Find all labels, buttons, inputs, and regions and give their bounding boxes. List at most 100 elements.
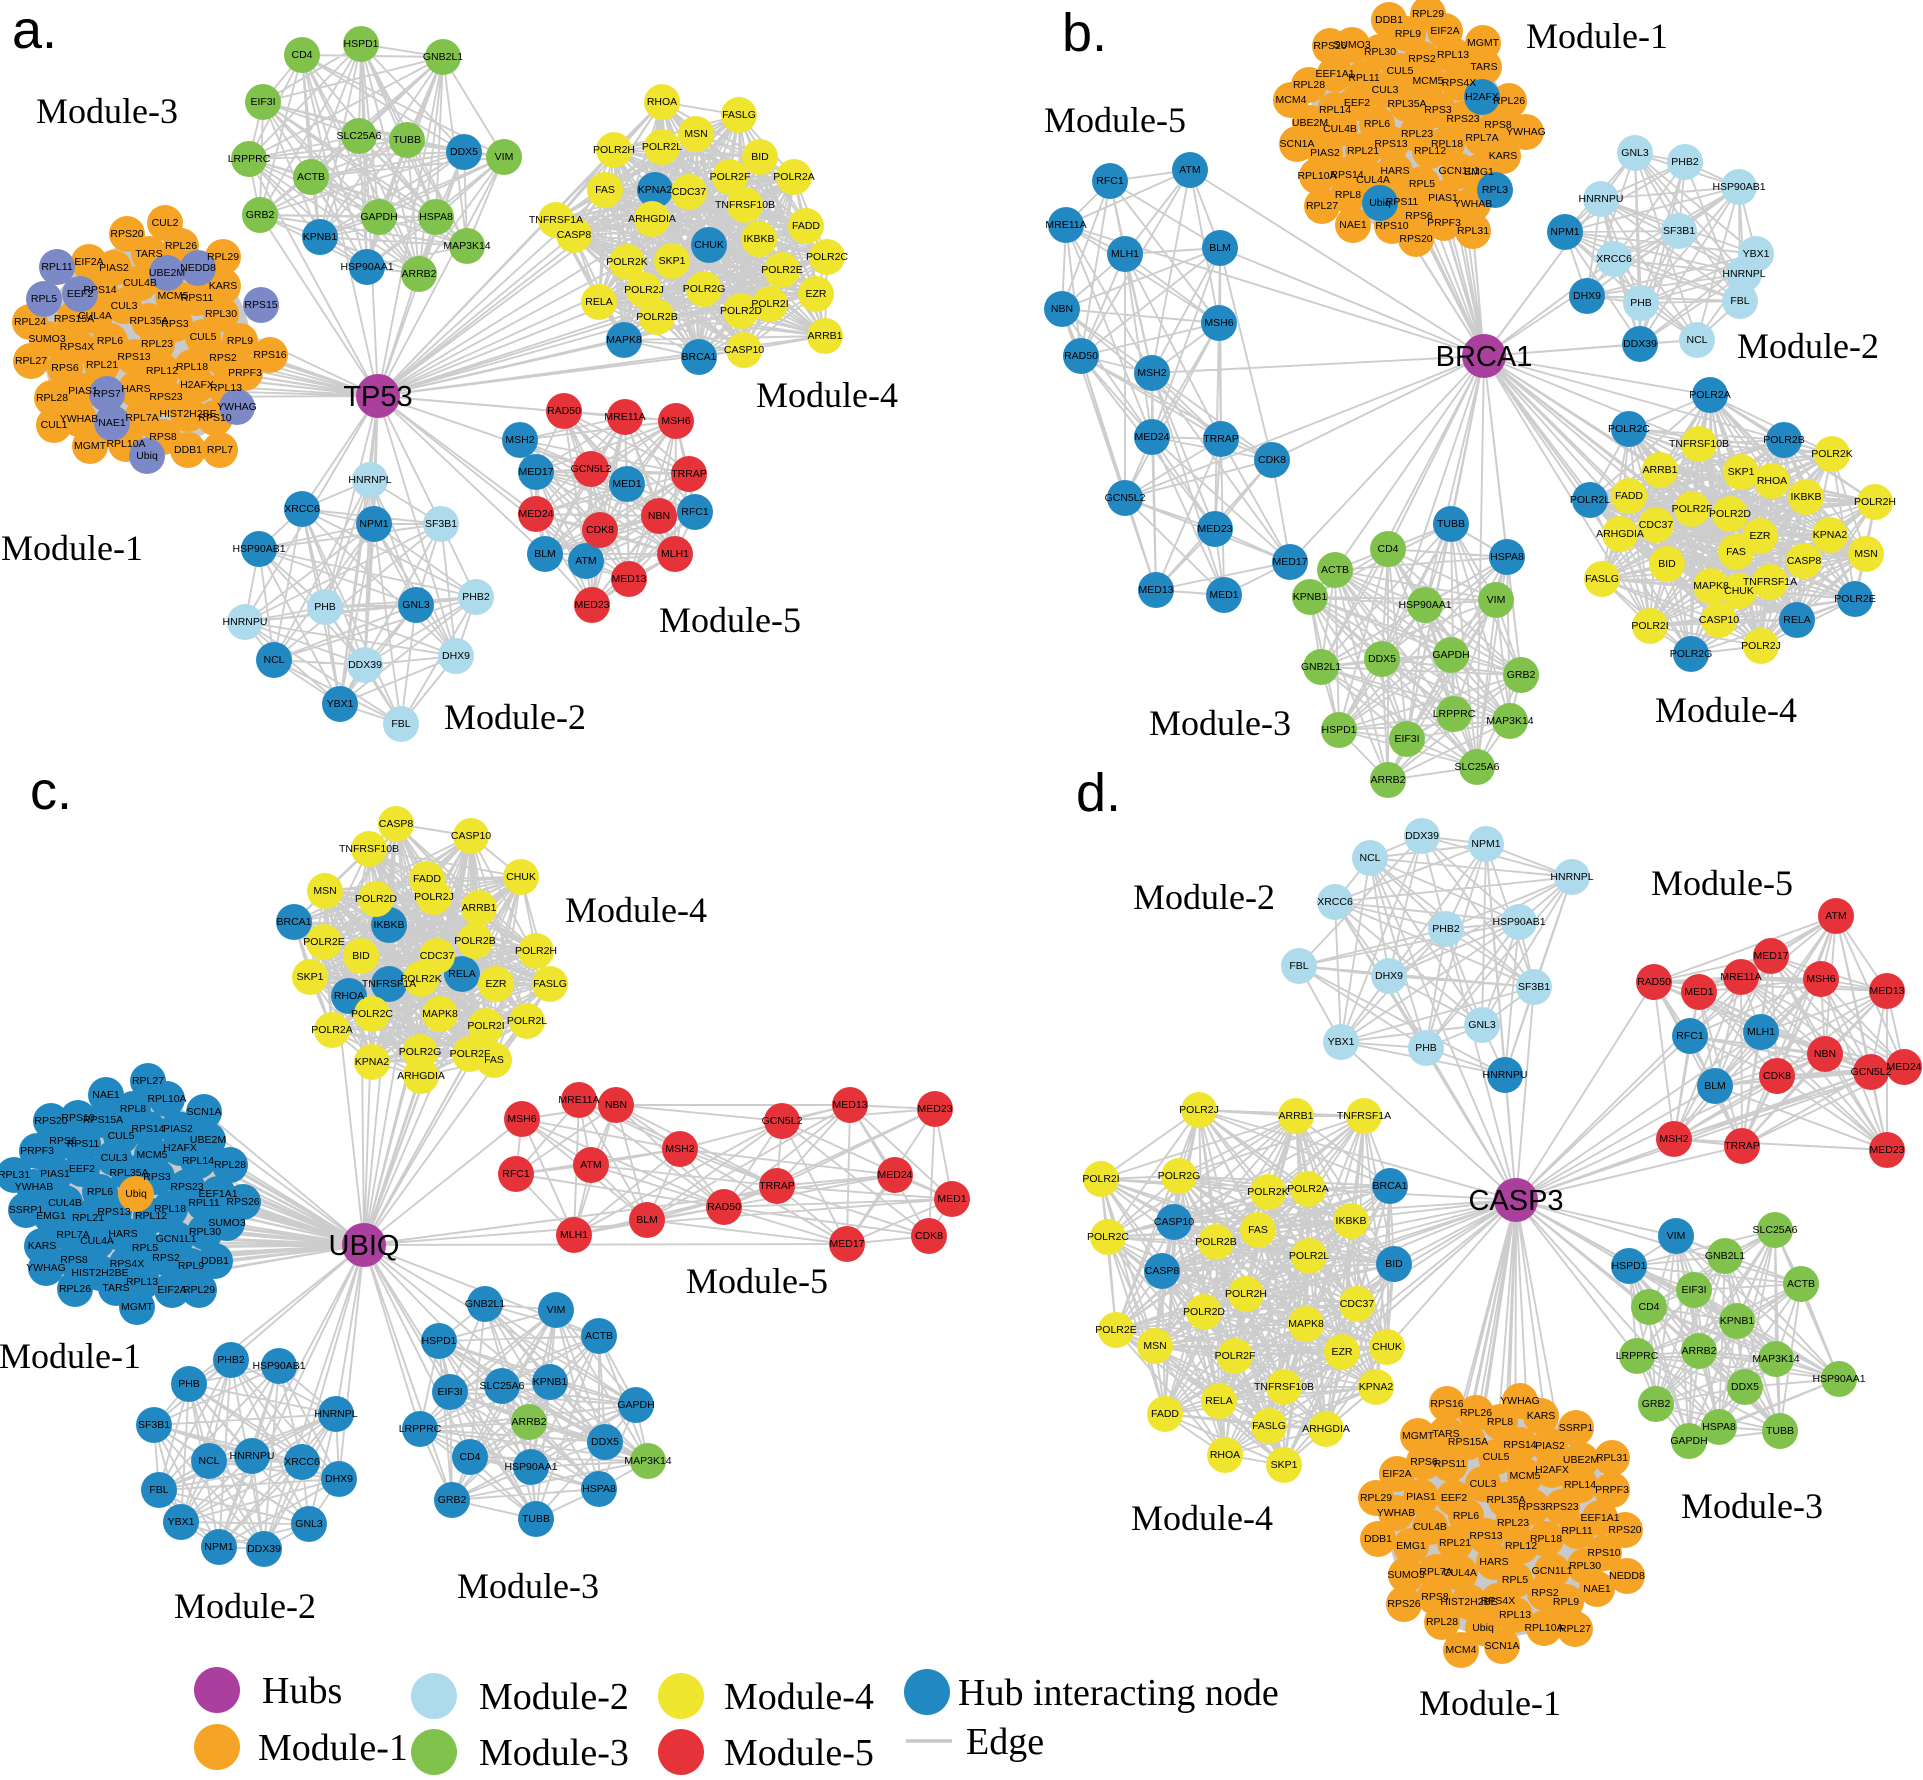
svg-text:RPS10: RPS10 (1587, 1547, 1620, 1559)
svg-text:SLC25A6: SLC25A6 (1455, 761, 1500, 773)
svg-text:NCL: NCL (263, 654, 284, 666)
svg-text:CUL4B: CUL4B (1413, 1521, 1447, 1533)
svg-text:CASP10: CASP10 (724, 344, 764, 356)
svg-text:RPL35A: RPL35A (129, 315, 168, 327)
svg-text:YWHAB: YWHAB (15, 1181, 54, 1193)
svg-text:GRB2: GRB2 (246, 209, 275, 221)
svg-text:CASP3: CASP3 (1468, 1185, 1563, 1217)
svg-text:CUL4A: CUL4A (1443, 1567, 1477, 1579)
svg-text:MED17: MED17 (829, 1238, 864, 1250)
svg-text:HSP90AA1: HSP90AA1 (1398, 599, 1451, 611)
svg-text:RPS4X: RPS4X (1442, 77, 1476, 89)
svg-text:RPS2: RPS2 (152, 1252, 180, 1264)
svg-text:EIF2A: EIF2A (1382, 1468, 1411, 1480)
svg-text:LRPPRC: LRPPRC (228, 153, 271, 165)
svg-text:PHB: PHB (1630, 297, 1652, 309)
svg-text:RPS11: RPS11 (181, 292, 214, 304)
svg-text:MED13: MED13 (1138, 584, 1173, 596)
svg-text:FADD: FADD (792, 220, 820, 232)
svg-text:RPL21: RPL21 (1347, 145, 1379, 157)
svg-text:EZR: EZR (1332, 1346, 1353, 1358)
svg-text:POLR2K: POLR2K (606, 256, 647, 268)
svg-text:CUL3: CUL3 (101, 1152, 128, 1164)
svg-text:RAD50: RAD50 (707, 1201, 741, 1213)
svg-text:FADD: FADD (1615, 490, 1643, 502)
svg-text:MRE11A: MRE11A (558, 1094, 599, 1106)
svg-text:RPS20: RPS20 (1608, 1524, 1641, 1536)
svg-text:Module-5: Module-5 (686, 1261, 828, 1301)
svg-text:PIAS2: PIAS2 (1310, 147, 1340, 159)
svg-text:ACTB: ACTB (1787, 1278, 1815, 1290)
svg-text:RELA: RELA (1783, 614, 1810, 626)
svg-text:YWHAG: YWHAG (26, 1262, 66, 1274)
svg-text:POLR2H: POLR2H (515, 945, 557, 957)
svg-text:TNFRSF1A: TNFRSF1A (362, 978, 416, 990)
svg-text:MRE11A: MRE11A (1720, 971, 1761, 983)
svg-text:ACTB: ACTB (1321, 564, 1349, 576)
svg-text:PHB: PHB (1415, 1042, 1437, 1054)
svg-text:ARRB2: ARRB2 (511, 1416, 546, 1428)
svg-text:GNL3: GNL3 (295, 1518, 323, 1530)
svg-text:RFC1: RFC1 (1676, 1030, 1704, 1042)
svg-text:RPL30: RPL30 (1569, 1560, 1601, 1572)
svg-text:RPS26: RPS26 (1387, 1598, 1420, 1610)
svg-text:PHB: PHB (314, 601, 336, 613)
svg-text:Module-5: Module-5 (1044, 100, 1186, 140)
svg-text:RPL31: RPL31 (1596, 1452, 1628, 1464)
svg-text:EIF2A: EIF2A (74, 256, 103, 268)
svg-text:YWHAG: YWHAG (1500, 1395, 1540, 1407)
svg-text:CUL4B: CUL4B (123, 277, 157, 289)
svg-text:RPL28: RPL28 (1426, 1616, 1458, 1628)
svg-text:RPL26: RPL26 (165, 240, 197, 252)
svg-text:RPL5: RPL5 (31, 293, 57, 305)
svg-text:POLR2E: POLR2E (761, 264, 802, 276)
svg-text:SUMO3: SUMO3 (1387, 1569, 1425, 1581)
svg-text:HSPD1: HSPD1 (421, 1335, 456, 1347)
svg-text:GCN1L1: GCN1L1 (156, 1233, 197, 1245)
svg-text:UBE2M: UBE2M (1292, 117, 1328, 129)
svg-text:RPL6: RPL6 (97, 335, 123, 347)
svg-text:XRCC6: XRCC6 (284, 1456, 320, 1468)
svg-text:RELA: RELA (585, 296, 612, 308)
svg-text:SCN1A: SCN1A (186, 1106, 221, 1118)
svg-text:PIAS2: PIAS2 (99, 262, 129, 274)
svg-text:RPS15A: RPS15A (83, 1114, 123, 1126)
svg-text:PHB: PHB (178, 1378, 200, 1390)
svg-text:TP53: TP53 (343, 381, 412, 413)
svg-text:POLR2D: POLR2D (355, 893, 397, 905)
svg-text:FAS: FAS (595, 184, 615, 196)
svg-text:RPL35A: RPL35A (1486, 1494, 1525, 1506)
svg-text:Module-3: Module-3 (1149, 703, 1291, 743)
svg-text:Module-2: Module-2 (1737, 326, 1879, 366)
svg-text:GNL3: GNL3 (1621, 147, 1649, 159)
svg-text:MSH2: MSH2 (665, 1143, 694, 1155)
svg-text:EZR: EZR (486, 978, 507, 990)
svg-text:MED17: MED17 (1272, 556, 1307, 568)
svg-text:RPS15A: RPS15A (54, 313, 94, 325)
svg-text:POLR2F: POLR2F (450, 1048, 491, 1060)
svg-text:YWHAG: YWHAG (1506, 126, 1546, 138)
svg-text:TUBB: TUBB (522, 1513, 550, 1525)
svg-text:RPS6: RPS6 (1405, 210, 1433, 222)
svg-text:YBX1: YBX1 (1328, 1036, 1355, 1048)
svg-text:RPL12: RPL12 (1414, 145, 1446, 157)
svg-text:NBN: NBN (605, 1099, 627, 1111)
svg-text:RPS14: RPS14 (1330, 169, 1363, 181)
svg-text:RPL35A: RPL35A (1387, 98, 1426, 110)
svg-text:RPL8: RPL8 (1335, 189, 1361, 201)
svg-text:CHUK: CHUK (506, 871, 536, 883)
svg-text:VIM: VIM (495, 151, 514, 163)
svg-text:RPS16: RPS16 (1430, 1398, 1463, 1410)
svg-text:HARS: HARS (121, 383, 150, 395)
svg-text:TRRAP: TRRAP (1203, 433, 1239, 445)
svg-text:RPS3: RPS3 (1518, 1501, 1546, 1513)
svg-text:Module-1: Module-1 (258, 1727, 408, 1769)
svg-text:POLR2K: POLR2K (1811, 448, 1852, 460)
svg-text:a.: a. (12, 0, 57, 60)
svg-text:XRCC6: XRCC6 (1317, 896, 1353, 908)
svg-text:RPS11: RPS11 (1386, 196, 1419, 208)
svg-text:RPS10: RPS10 (1375, 220, 1408, 232)
svg-text:HIST2H2BE: HIST2H2BE (159, 408, 216, 420)
svg-text:FAS: FAS (484, 1054, 504, 1066)
svg-text:MSN: MSN (313, 885, 336, 897)
